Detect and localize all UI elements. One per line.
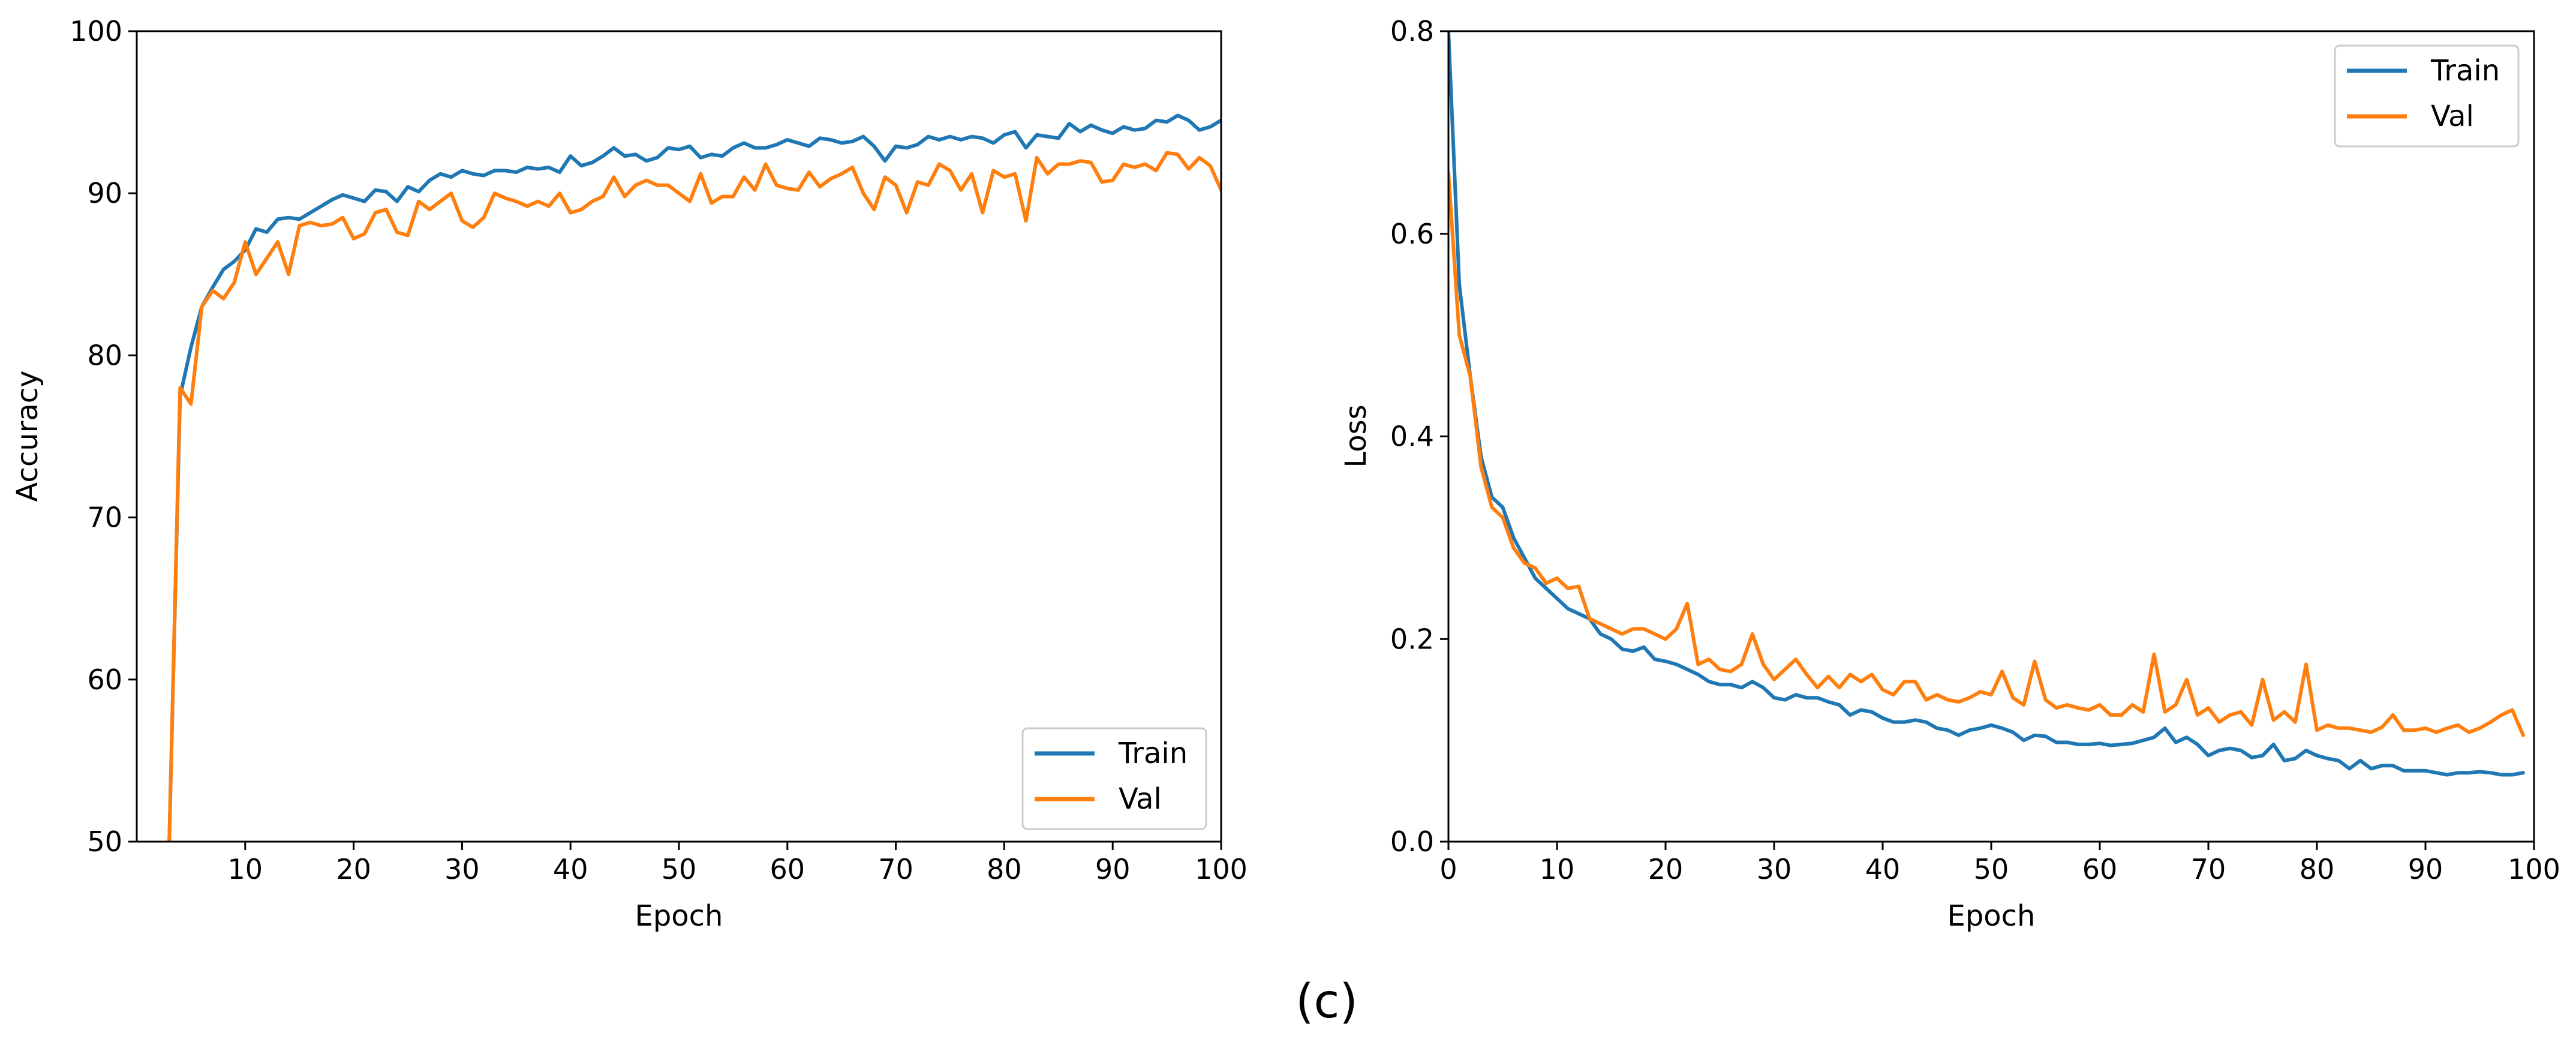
accuracy-y-tick-label: 90 — [87, 177, 122, 209]
figure-caption: (c) — [1295, 975, 1358, 1029]
accuracy-x-axis-label: Epoch — [635, 899, 723, 933]
accuracy-x-tick-label: 60 — [770, 853, 805, 885]
loss-x-tick-label: 10 — [1540, 853, 1575, 885]
loss-x-tick-label: 40 — [1865, 853, 1901, 885]
accuracy-y-tick-label: 100 — [70, 15, 122, 47]
accuracy-x-tick-label: 80 — [987, 853, 1022, 885]
loss-chart-axes: 0 10 20 30 40 50 60 70 80 90 100 0.0 0.2 0.4 0.6 0.8 — [1390, 15, 2560, 885]
loss-x-tick-label: 30 — [1757, 853, 1792, 885]
accuracy-series-train-line — [167, 113, 1221, 842]
loss-y-tick-label: 0.2 — [1390, 623, 1434, 655]
loss-legend: Train Val — [2334, 44, 2520, 148]
accuracy-legend: Train Val — [1021, 727, 1207, 830]
loss-y-tick-label: 0.6 — [1390, 218, 1434, 250]
loss-x-tick-label: 100 — [2508, 853, 2560, 885]
accuracy-y-tick-label: 80 — [87, 339, 122, 371]
loss-x-tick-label: 90 — [2408, 853, 2443, 885]
loss-chart-lines — [1448, 31, 2525, 777]
loss-x-tick-label: 50 — [1974, 853, 2009, 885]
accuracy-x-tick-label: 40 — [553, 853, 588, 885]
accuracy-x-tick-label: 50 — [662, 853, 697, 885]
loss-x-tick-label: 20 — [1648, 853, 1684, 885]
accuracy-x-tick-label: 10 — [228, 853, 263, 885]
accuracy-y-axis-label: Accuracy — [11, 370, 44, 502]
accuracy-x-tick-label: 90 — [1095, 853, 1131, 885]
accuracy-y-tick-label: 70 — [87, 502, 122, 534]
loss-series-train-line — [1448, 31, 2525, 777]
loss-x-tick-label: 70 — [2191, 853, 2226, 885]
accuracy-chart-axes: 10 20 30 40 50 60 70 80 90 100 50 60 70 80 90 100 — [70, 15, 1248, 885]
accuracy-chart: 10 20 30 40 50 60 70 80 90 100 50 60 70 80 90 100 Epoch… — [11, 15, 1248, 933]
loss-legend-val-label: Val — [2431, 100, 2474, 133]
loss-y-tick-label: 0.8 — [1390, 15, 1434, 47]
loss-legend-train-label: Train — [2430, 54, 2500, 88]
accuracy-series-val-line — [167, 151, 1221, 842]
loss-y-axis-label: Loss — [1339, 404, 1373, 467]
loss-x-tick-label: 60 — [2082, 853, 2118, 885]
accuracy-y-tick-label: 60 — [87, 663, 122, 696]
loss-chart: 0 10 20 30 40 50 60 70 80 90 100 0.0 0.2 0.4 0.6 0.8 Ep… — [1339, 15, 2560, 933]
loss-y-tick-label: 0.4 — [1390, 421, 1434, 453]
accuracy-y-tick-label: 50 — [87, 825, 122, 858]
accuracy-x-tick-label: 20 — [336, 853, 371, 885]
accuracy-legend-val-label: Val — [1119, 782, 1162, 816]
accuracy-x-tick-label: 100 — [1195, 853, 1248, 885]
loss-y-tick-label: 0.0 — [1390, 825, 1434, 858]
loss-x-tick-label: 0 — [1439, 853, 1457, 885]
loss-x-axis-label: Epoch — [1947, 899, 2036, 933]
accuracy-x-tick-label: 70 — [878, 853, 913, 885]
accuracy-x-tick-label: 30 — [444, 853, 480, 885]
loss-series-val-line — [1448, 171, 2525, 737]
accuracy-chart-lines — [167, 113, 1221, 842]
accuracy-legend-train-label: Train — [1118, 737, 1188, 770]
loss-x-tick-label: 80 — [2300, 853, 2335, 885]
